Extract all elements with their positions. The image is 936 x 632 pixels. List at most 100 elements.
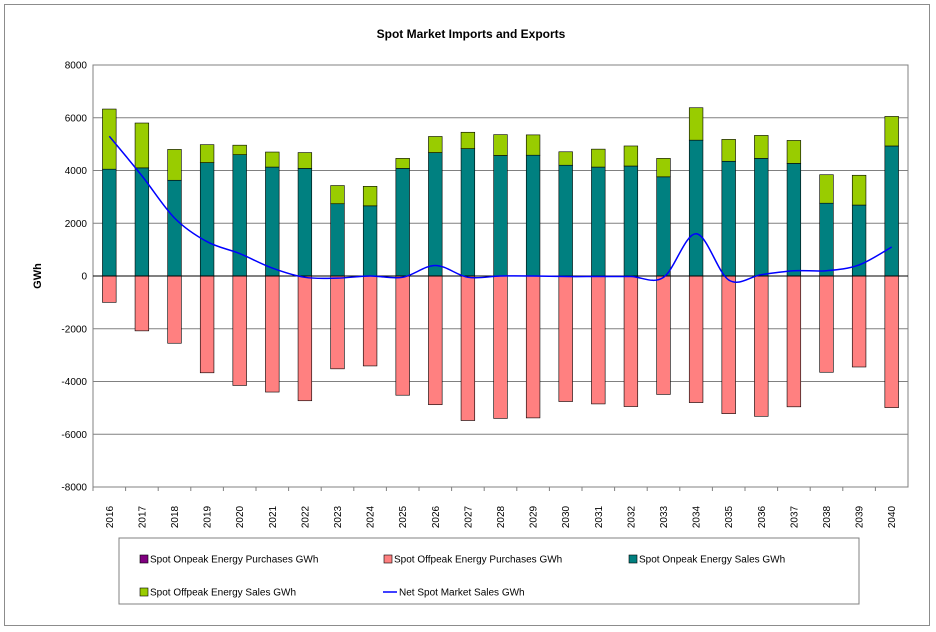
bar-offpeak-purchases xyxy=(884,275,899,408)
legend-item-spot-offpeak-energy-purchases-gwh: Spot Offpeak Energy Purchases GWh xyxy=(383,554,562,566)
bar-offpeak-purchases xyxy=(362,275,378,367)
bar-offpeak-purchases xyxy=(167,275,182,344)
bar-onpeak-sales xyxy=(623,165,639,277)
bar-offpeak-purchases xyxy=(232,275,247,386)
y-tick-label: -4000 xyxy=(61,377,87,388)
bar-offpeak-sales xyxy=(428,136,443,153)
bar-offpeak-sales xyxy=(851,174,867,206)
x-tick-label: 2019 xyxy=(203,505,214,528)
net-spot-market-sales-line xyxy=(108,135,893,283)
bar-offpeak-purchases xyxy=(688,275,704,403)
x-tick-label: 2034 xyxy=(692,505,703,528)
x-tick-label: 2033 xyxy=(659,505,670,528)
bar-offpeak-sales xyxy=(362,186,378,207)
y-tick-label: 6000 xyxy=(65,113,88,124)
bar-onpeak-sales xyxy=(265,166,280,277)
bar-offpeak-purchases xyxy=(591,275,606,405)
legend-swatch xyxy=(383,554,393,564)
bar-offpeak-purchases xyxy=(754,275,769,417)
bar-onpeak-sales xyxy=(232,154,247,277)
bar-offpeak-sales xyxy=(167,149,182,181)
y-tick-label: 8000 xyxy=(65,61,88,72)
bar-offpeak-sales xyxy=(754,135,769,159)
bar-onpeak-sales xyxy=(493,155,508,277)
legend-item-net-spot-market-sales-gwh: Net Spot Market Sales GWh xyxy=(383,588,525,599)
bar-onpeak-sales xyxy=(688,139,704,277)
x-tick-label: 2038 xyxy=(822,505,833,528)
bar-offpeak-purchases xyxy=(851,275,867,368)
bar-onpeak-sales xyxy=(330,203,345,277)
bar-onpeak-sales xyxy=(754,158,769,277)
legend-swatch xyxy=(628,554,638,564)
legend-item-spot-onpeak-energy-sales-gwh: Spot Onpeak Energy Sales GWh xyxy=(628,554,785,566)
y-tick-label: -8000 xyxy=(61,483,87,494)
x-tick-label: 2040 xyxy=(887,505,898,528)
bar-offpeak-sales xyxy=(786,140,802,164)
bar-offpeak-sales xyxy=(819,174,834,204)
legend-box xyxy=(118,537,860,605)
y-tick-label: 2000 xyxy=(65,219,88,230)
bar-offpeak-purchases xyxy=(525,275,541,419)
x-tick-label: 2023 xyxy=(333,505,344,528)
x-tick-label: 2020 xyxy=(235,505,246,528)
legend-label: Spot Offpeak Energy Purchases GWh xyxy=(394,555,562,566)
x-tick-label: 2021 xyxy=(268,505,279,528)
bar-offpeak-purchases xyxy=(493,275,508,419)
y-tick-label: -2000 xyxy=(61,324,87,335)
x-tick-label: 2032 xyxy=(626,505,637,528)
y-tick-labels: 8000 6000 4000 2000 0 -2000 -4000 -6000 -8000 xyxy=(61,61,87,494)
bar-offpeak-sales xyxy=(623,145,639,167)
bar-offpeak-sales xyxy=(591,148,606,168)
bar-onpeak-sales xyxy=(884,145,899,277)
x-tick-labels: 2016 2017 2018 2019 2020 2021 2022 2023 2024 2025… xyxy=(92,487,898,528)
x-tick-label: 2029 xyxy=(529,505,540,528)
legend-swatch xyxy=(139,587,149,597)
bar-onpeak-sales xyxy=(721,160,736,277)
bar-onpeak-sales xyxy=(428,152,443,277)
bar-offpeak-sales xyxy=(688,107,704,141)
bar-onpeak-sales xyxy=(199,162,215,277)
bar-onpeak-sales xyxy=(102,168,117,277)
bar-onpeak-sales xyxy=(134,167,150,277)
chart-svg: Spot Market Imports and Exports 8000 6000… xyxy=(32,27,909,605)
bar-onpeak-sales xyxy=(591,166,606,277)
bar-onpeak-sales xyxy=(525,154,541,277)
y-axis-label: GWh xyxy=(32,263,44,289)
bar-onpeak-sales xyxy=(460,148,476,277)
x-tick-label: 2030 xyxy=(561,505,572,528)
bar-offpeak-sales xyxy=(558,151,573,166)
bar-offpeak-purchases xyxy=(460,275,476,421)
net-line-group xyxy=(108,135,893,283)
y-tick-label: -6000 xyxy=(61,430,87,441)
bars xyxy=(102,107,899,421)
legend-label: Spot Onpeak Energy Purchases GWh xyxy=(150,555,318,566)
bar-onpeak-sales xyxy=(656,176,671,277)
bar-offpeak-sales xyxy=(199,144,215,163)
bar-offpeak-purchases xyxy=(656,275,671,395)
bar-offpeak-purchases xyxy=(199,275,215,374)
legend-label: Spot Onpeak Energy Sales GWh xyxy=(639,555,785,566)
bar-offpeak-sales xyxy=(134,122,150,169)
bar-offpeak-sales xyxy=(395,158,410,169)
bar-offpeak-sales xyxy=(102,108,117,170)
bar-offpeak-sales xyxy=(721,139,736,162)
bar-offpeak-purchases xyxy=(297,275,313,402)
bar-offpeak-purchases xyxy=(134,275,150,332)
x-tick-label: 2028 xyxy=(496,505,507,528)
bar-onpeak-sales xyxy=(558,164,573,277)
bar-offpeak-purchases xyxy=(395,275,410,396)
bar-onpeak-sales xyxy=(297,168,313,277)
bar-offpeak-purchases xyxy=(623,275,639,407)
bar-offpeak-purchases xyxy=(786,275,802,408)
bar-offpeak-sales xyxy=(525,134,541,156)
x-tick-label: 2016 xyxy=(105,505,116,528)
bar-onpeak-sales xyxy=(395,168,410,277)
y-tick-label: 0 xyxy=(81,272,87,283)
y-tick-label: 4000 xyxy=(65,166,88,177)
bar-offpeak-sales xyxy=(297,152,313,169)
x-tick-label: 2039 xyxy=(855,505,866,528)
bar-onpeak-sales xyxy=(786,163,802,277)
x-tick-label: 2025 xyxy=(398,505,409,528)
x-tick-label: 2035 xyxy=(724,505,735,528)
bar-offpeak-purchases xyxy=(102,275,117,303)
